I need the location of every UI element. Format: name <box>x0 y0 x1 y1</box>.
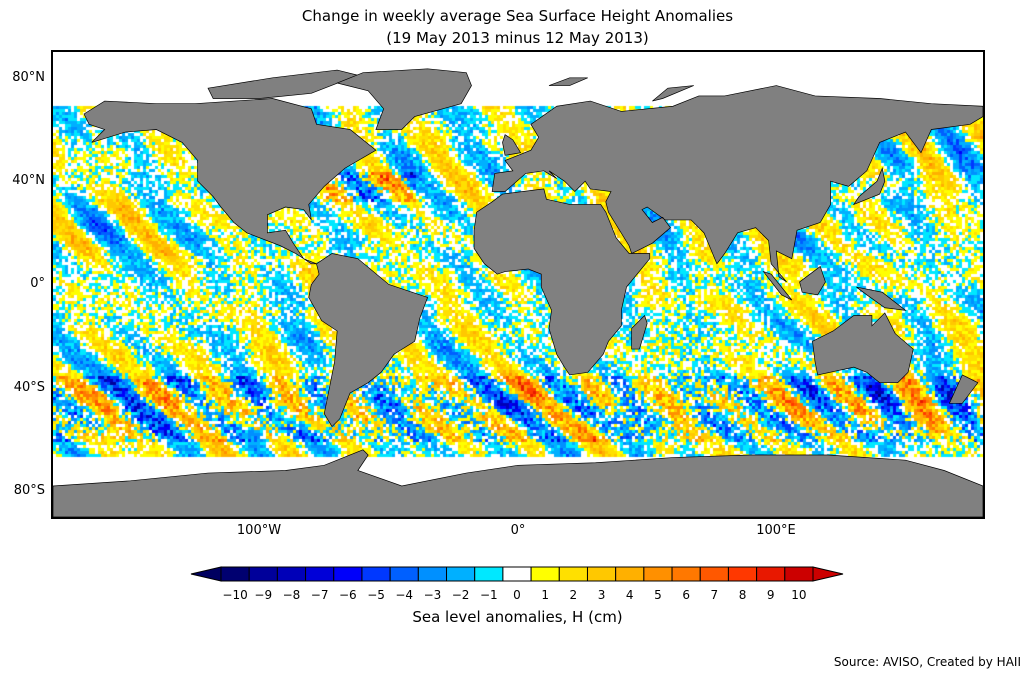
land-south-america <box>308 253 429 428</box>
colorbar-swatch <box>446 566 476 582</box>
colorbar-under-arrow <box>190 566 222 582</box>
lat-label: 0° <box>30 276 45 291</box>
colorbar-tick: 5 <box>654 588 662 602</box>
colorbar-swatch <box>671 566 701 582</box>
colorbar <box>190 566 844 582</box>
colorbar-tick: −5 <box>367 588 385 602</box>
lon-label: 0° <box>510 523 526 538</box>
colorbar-swatch <box>784 566 814 582</box>
colorbar-tick: −9 <box>254 588 273 602</box>
colorbar-swatch <box>389 566 419 582</box>
land-greenland <box>336 68 472 130</box>
colorbar-swatch <box>699 566 729 582</box>
colorbar-tick: 1 <box>541 588 549 602</box>
colorbar-swatch <box>276 566 307 582</box>
land-borneo <box>799 265 826 296</box>
source-credit: Source: AVISO, Created by HAII <box>833 655 1021 669</box>
land-australia <box>812 312 914 384</box>
land-madagascar <box>631 314 648 350</box>
colorbar-swatch <box>474 566 504 582</box>
colorbar-tick: −8 <box>282 588 301 602</box>
land-new-guinea <box>856 286 907 311</box>
lon-label: 100°E <box>756 523 796 538</box>
chart-subtitle: (19 May 2013 minus 12 May 2013) <box>386 29 649 47</box>
colorbar-label: Sea level anomalies, H (cm) <box>412 608 623 626</box>
land-masses <box>53 68 983 517</box>
colorbar-tick: −10 <box>222 588 248 602</box>
sea-surface-height-map <box>51 50 985 519</box>
colorbar-swatch <box>727 566 758 582</box>
colorbar-swatch <box>615 566 645 582</box>
colorbar-swatch <box>248 566 278 582</box>
land-north-america <box>83 98 377 265</box>
colorbar-tick: 8 <box>738 588 747 602</box>
colorbar-swatch <box>643 566 673 582</box>
lat-label: 80°N <box>12 70 45 85</box>
colorbar-swatch <box>586 566 617 582</box>
colorbar-tick: 6 <box>682 588 690 602</box>
colorbar-swatch <box>417 566 448 582</box>
land-sumatra <box>762 270 793 301</box>
colorbar-swatch <box>361 566 391 582</box>
land-eurasia <box>491 85 983 283</box>
colorbar-tick: 9 <box>766 588 775 602</box>
chart-title: Change in weekly average Sea Surface Hei… <box>301 7 734 25</box>
colorbar-tick: −7 <box>310 588 329 602</box>
land-novaya-zemlya <box>652 85 694 102</box>
colorbar-tick: −3 <box>423 588 442 602</box>
land-new-zealand <box>948 374 979 404</box>
land-africa <box>473 188 651 376</box>
colorbar-swatch <box>756 566 786 582</box>
land-britain <box>502 134 522 156</box>
land-japan <box>852 167 886 206</box>
land-canadian-arctic <box>207 69 359 99</box>
lat-label: 40°S <box>13 380 45 395</box>
colorbar-over-arrow <box>812 566 844 582</box>
colorbar-tick: 4 <box>625 588 634 602</box>
lat-label: 80°S <box>13 483 45 498</box>
lat-label: 40°N <box>12 173 45 188</box>
colorbar-swatch <box>530 566 560 582</box>
colorbar-swatch <box>558 566 588 582</box>
colorbar-swatch <box>220 566 250 582</box>
colorbar-tick: 10 <box>791 588 807 602</box>
colorbar-tick: 2 <box>569 588 578 602</box>
colorbar-tick: −1 <box>479 588 498 602</box>
colorbar-tick: 3 <box>597 588 606 602</box>
land-antarctica <box>53 449 983 517</box>
colorbar-swatch <box>502 566 532 582</box>
land-svalbard <box>548 77 588 86</box>
colorbar-swatch <box>305 566 335 582</box>
colorbar-tick: −6 <box>338 588 357 602</box>
colorbar-tick: 7 <box>710 588 719 602</box>
colorbar-tick: −2 <box>451 588 470 602</box>
colorbar-tick: −4 <box>395 588 414 602</box>
lon-label: 100°W <box>236 523 282 538</box>
colorbar-swatch <box>333 566 363 582</box>
colorbar-tick: 0 <box>513 588 521 602</box>
